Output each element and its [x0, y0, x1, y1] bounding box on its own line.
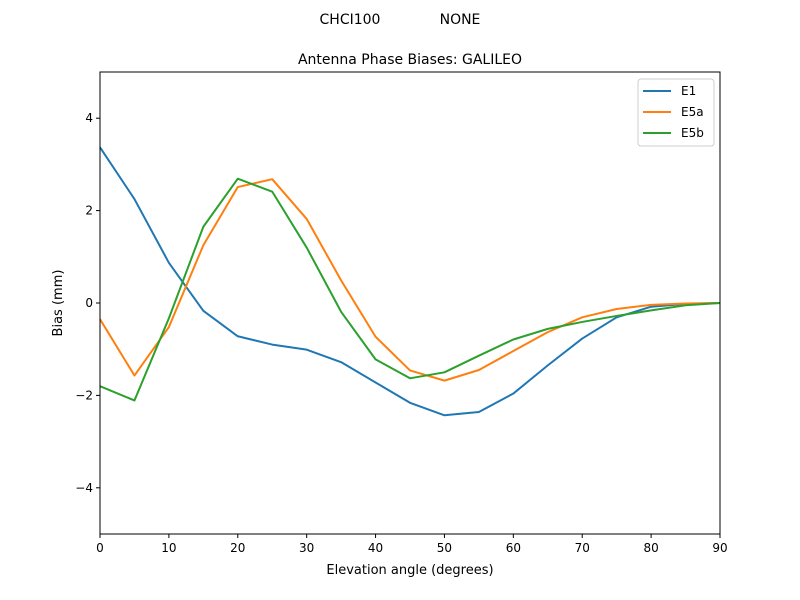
- y-tick-label: −4: [75, 481, 93, 495]
- y-tick-label: 2: [85, 204, 93, 218]
- legend: E1 E5a E5b: [637, 78, 715, 147]
- x-tick-label: 80: [643, 541, 658, 555]
- x-tick-label: 10: [161, 541, 176, 555]
- x-tick-label: 20: [230, 541, 245, 555]
- series-line-e1: [99, 146, 721, 417]
- y-tick-label: −2: [75, 388, 93, 402]
- x-tick-label: 30: [299, 541, 314, 555]
- series-line-e5b: [99, 177, 721, 402]
- x-tick-label: 40: [368, 541, 383, 555]
- legend-label-e5a: E5a: [681, 105, 704, 119]
- legend-label-e1: E1: [681, 84, 696, 98]
- legend-label-e5b: E5b: [681, 126, 704, 140]
- y-tick-label: 4: [85, 111, 93, 125]
- chart-title: Antenna Phase Biases: GALILEO: [298, 52, 522, 68]
- legend-box: [637, 78, 715, 147]
- axis-ticks-group: 0 10 20 30 40 50 60 70 80 90 −4 −2 0 2 4: [75, 111, 727, 555]
- x-tick-label: 70: [575, 541, 590, 555]
- series-line-e5a: [99, 178, 721, 382]
- suptitle-right: NONE: [440, 12, 481, 28]
- suptitle-left: CHCI100: [320, 12, 381, 28]
- x-tick-label: 90: [712, 541, 727, 555]
- x-axis-label: Elevation angle (degrees): [326, 563, 493, 578]
- x-tick-label: 60: [506, 541, 521, 555]
- y-tick-label: 0: [85, 296, 93, 310]
- plot-series-group: [99, 146, 721, 417]
- x-tick-label: 0: [96, 541, 104, 555]
- x-tick-label: 50: [437, 541, 452, 555]
- y-axis-label: Bias (mm): [51, 270, 66, 337]
- plot-area-frame: [99, 71, 721, 535]
